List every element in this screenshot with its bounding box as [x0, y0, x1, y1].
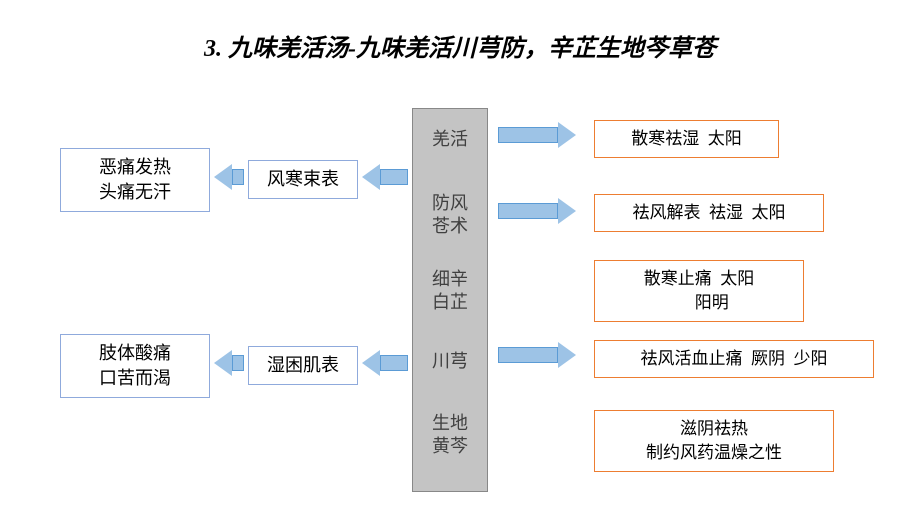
arrow-left-3	[214, 350, 244, 376]
left-box-cause1: 风寒束表	[248, 160, 358, 199]
herb-label-2: 细辛 白芷	[425, 268, 475, 315]
herb-label-3: 川芎	[425, 350, 475, 373]
right-box-effect4: 祛风活血止痛 厥阴 少阳	[594, 340, 874, 378]
arrow-right-1	[498, 198, 576, 224]
arrow-right-0	[498, 122, 576, 148]
arrow-left-2	[362, 350, 408, 376]
herb-label-4: 生地 黄芩	[425, 412, 475, 459]
right-box-effect3: 散寒止痛 太阳 阳明	[594, 260, 804, 322]
left-box-symptom1: 恶痛发热 头痛无汗	[60, 148, 210, 212]
arrow-right-2	[498, 342, 576, 368]
arrow-left-0	[362, 164, 408, 190]
herb-label-0: 羌活	[425, 128, 475, 151]
herb-label-1: 防风 苍术	[425, 192, 475, 239]
left-box-symptom2: 肢体酸痛 口苦而渴	[60, 334, 210, 398]
arrow-left-1	[214, 164, 244, 190]
left-box-cause2: 湿困肌表	[248, 346, 358, 385]
right-box-effect1: 散寒祛湿 太阳	[594, 120, 779, 158]
right-box-effect5: 滋阴祛热 制约风药温燥之性	[594, 410, 834, 472]
right-box-effect2: 祛风解表 祛湿 太阳	[594, 194, 824, 232]
diagram-title: 3. 九味羌活汤-九味羌活川芎防，辛芷生地芩草苍	[0, 28, 920, 63]
